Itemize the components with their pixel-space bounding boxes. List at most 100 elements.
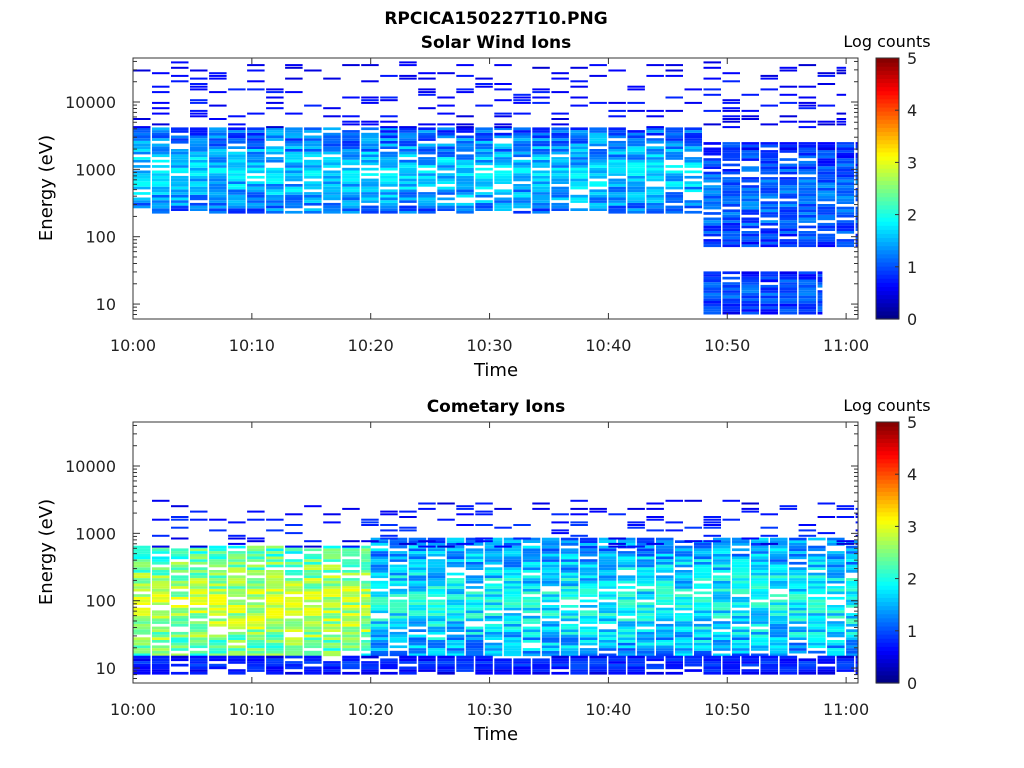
heatmap-cell <box>741 150 759 153</box>
colorbar-segment <box>876 430 899 435</box>
heatmap-cell <box>389 594 408 597</box>
heatmap-cell <box>513 669 531 672</box>
heatmap-cell <box>741 118 759 120</box>
heatmap-cell <box>751 591 769 595</box>
heatmap-cell <box>133 146 151 149</box>
heatmap-cell <box>361 178 379 182</box>
heatmap-cell <box>247 548 265 552</box>
heatmap-cell <box>152 91 170 94</box>
heatmap-cell <box>446 629 465 632</box>
heatmap-cell <box>361 194 379 198</box>
heatmap-cell <box>209 208 227 211</box>
heatmap-cell <box>789 553 807 557</box>
colorbar-segment <box>876 556 899 562</box>
heatmap-cell <box>817 295 823 299</box>
heatmap-cell <box>722 225 740 229</box>
heatmap-cell <box>361 518 379 521</box>
heatmap-cell <box>675 553 693 557</box>
heatmap-cell <box>190 77 208 80</box>
heatmap-cell <box>827 553 845 557</box>
heatmap-cell <box>770 631 788 635</box>
heatmap-cell <box>266 202 284 206</box>
heatmap-cell <box>361 189 379 193</box>
heatmap-cell <box>304 167 322 171</box>
heatmap-cell <box>760 195 778 199</box>
heatmap-cell <box>370 645 389 649</box>
heatmap-cell <box>304 658 322 662</box>
heatmap-cell <box>133 149 151 152</box>
heatmap-cell <box>684 200 702 203</box>
heatmap-cell <box>836 542 855 545</box>
heatmap-cell <box>694 591 712 595</box>
heatmap-cell <box>798 150 817 153</box>
heatmap-cell <box>342 613 360 616</box>
heatmap-cell <box>370 634 389 638</box>
heatmap-cell <box>494 149 512 152</box>
heatmap-cell <box>656 642 674 646</box>
heatmap-cell <box>190 208 208 211</box>
heatmap-cell <box>190 151 208 155</box>
heatmap-cell <box>247 658 265 662</box>
heatmap-cell <box>760 534 778 537</box>
heatmap-cell <box>684 499 702 502</box>
x-tick-label: 10:20 <box>348 336 394 355</box>
heatmap-cell <box>484 591 503 595</box>
heatmap-cell <box>598 537 617 541</box>
heatmap-cell <box>703 540 721 543</box>
heatmap-cell <box>684 175 702 179</box>
heatmap-cell <box>380 175 398 179</box>
heatmap-cell <box>827 615 845 619</box>
heatmap-cell <box>570 66 588 69</box>
heatmap-cell <box>722 282 740 285</box>
heatmap-cell <box>684 146 702 149</box>
heatmap-cell <box>675 629 693 632</box>
heatmap-cell <box>228 621 246 624</box>
heatmap-cell <box>323 613 341 616</box>
heatmap-cell <box>846 637 858 640</box>
colorbar-segment <box>876 666 899 672</box>
heatmap-cell <box>475 502 493 505</box>
heatmap-cell <box>342 197 360 201</box>
heatmap-cell <box>570 159 588 163</box>
heatmap-cell <box>636 648 655 651</box>
heatmap-cell <box>418 545 436 548</box>
colorbar-tick-label: 3 <box>907 517 917 536</box>
heatmap-cell <box>598 572 617 576</box>
heatmap-cell <box>798 239 817 242</box>
heatmap-cell <box>541 653 560 657</box>
heatmap-cell <box>779 93 798 96</box>
heatmap-cell <box>456 655 474 659</box>
heatmap-cell <box>266 135 284 139</box>
heatmap-cell <box>560 637 579 640</box>
heatmap-cell <box>770 551 788 554</box>
heatmap-cell <box>779 505 798 508</box>
heatmap-cell <box>266 570 284 573</box>
heatmap-cell <box>399 192 417 195</box>
heatmap-cell <box>770 559 788 562</box>
heatmap-cell <box>456 74 474 77</box>
heatmap-cell <box>751 548 769 552</box>
heatmap-cell <box>247 607 265 611</box>
heatmap-cell <box>608 542 626 545</box>
heatmap-cell <box>133 615 151 619</box>
heatmap-cell <box>779 287 798 291</box>
heatmap-cell <box>513 130 531 133</box>
heatmap-cell <box>779 309 798 312</box>
heatmap-cell <box>266 594 284 597</box>
x-tick-label: 10:20 <box>348 700 394 719</box>
heatmap-cell <box>503 599 522 603</box>
heatmap-cell <box>465 575 484 579</box>
heatmap-cell <box>627 197 645 201</box>
heatmap-cell <box>342 645 360 649</box>
heatmap-cell <box>171 202 189 206</box>
heatmap-cell <box>808 640 826 643</box>
heatmap-cell <box>475 524 493 526</box>
heatmap-cell <box>133 570 151 573</box>
heatmap-cell <box>808 578 826 581</box>
heatmap-cell <box>361 551 371 554</box>
heatmap-cell <box>827 586 845 589</box>
heatmap-cell <box>522 610 541 614</box>
heatmap-cell <box>323 208 341 211</box>
heatmap-cell <box>627 655 645 659</box>
heatmap-cell <box>323 186 341 190</box>
